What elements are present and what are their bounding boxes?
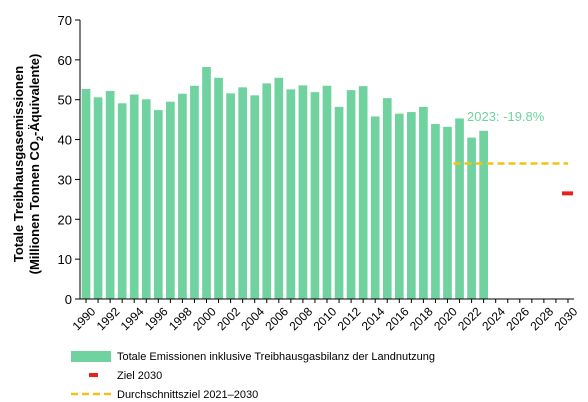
y-tick-label-60: 60 — [58, 53, 72, 68]
annotation-2023: 2023: -19.8% — [467, 109, 545, 124]
x-tick-label-1994: 1994 — [118, 304, 147, 333]
legend-item-target-2030: Ziel 2030 — [89, 370, 162, 382]
bar-2019 — [431, 124, 440, 299]
bar-2003 — [238, 87, 247, 299]
x-tick-label-2020: 2020 — [431, 304, 460, 333]
bar-1999 — [190, 85, 199, 299]
bar-2016 — [394, 113, 404, 300]
bar-2010 — [322, 85, 332, 299]
legend-item-average-target: Durchschnittsziel 2021–2030 — [71, 389, 258, 401]
bar-2013 — [358, 86, 368, 299]
bar-1994 — [129, 94, 139, 299]
y-tick-label-70: 70 — [58, 13, 72, 28]
bar-2015 — [382, 98, 392, 300]
x-tick-label-2022: 2022 — [455, 304, 484, 333]
legend-label-average-target: Durchschnittsziel 2021–2030 — [117, 389, 258, 401]
bar-1990 — [81, 88, 91, 300]
x-tick-label-1996: 1996 — [142, 304, 171, 333]
bar-2021 — [455, 118, 464, 299]
bar-1997 — [166, 101, 175, 299]
bar-2001 — [214, 77, 223, 300]
target-marks — [453, 162, 573, 196]
y-axis-title-line1: Totale Treibhausgasemissionen — [11, 66, 26, 262]
bar-2012 — [346, 90, 356, 299]
y-tick-label-0: 0 — [65, 292, 72, 307]
bar-2020 — [443, 126, 452, 300]
x-tick-label-2006: 2006 — [262, 304, 291, 333]
x-tick-label-2026: 2026 — [503, 304, 532, 333]
x-tick-label-2028: 2028 — [527, 304, 556, 333]
bar-2009 — [310, 92, 320, 300]
bar-1993 — [117, 103, 127, 300]
legend-swatch-target-2030 — [89, 373, 98, 377]
x-tick-label-2024: 2024 — [479, 304, 508, 333]
x-tick-label-2008: 2008 — [286, 304, 315, 333]
x-tick-label-2016: 2016 — [383, 304, 412, 333]
y-axis-ticks: 0 10 20 30 40 50 60 70 — [58, 13, 80, 307]
y-tick-label-50: 50 — [58, 93, 72, 108]
legend: Totale Emissionen inklusive Treibhausgas… — [71, 351, 435, 401]
bar-2022 — [467, 137, 476, 299]
bar-1995 — [141, 99, 151, 300]
bar-2000 — [202, 67, 211, 299]
bar-1996 — [153, 110, 163, 299]
y-tick-label-20: 20 — [58, 212, 72, 227]
y-axis-title-line2-pre: (Millionen Tonnen CO — [27, 141, 42, 274]
x-tick-label-2004: 2004 — [238, 304, 267, 333]
y-tick-label-40: 40 — [58, 133, 72, 148]
y-axis-title-line2: (Millionen Tonnen CO2-Äquivalente) — [27, 54, 45, 275]
bar-2002 — [226, 93, 235, 299]
y-tick-label-10: 10 — [58, 252, 72, 267]
y-axis-title-line2-sub: 2 — [35, 136, 45, 141]
bars — [81, 67, 488, 300]
bar-1991 — [93, 97, 103, 299]
x-tick-label-2018: 2018 — [407, 304, 436, 333]
legend-label-target-2030: Ziel 2030 — [117, 370, 162, 382]
bar-2017 — [407, 112, 416, 299]
x-tick-label-1992: 1992 — [94, 304, 123, 333]
x-axis-ticks: 1990199219941996199820002002200420062008… — [70, 299, 581, 333]
y-tick-label-30: 30 — [58, 172, 72, 187]
x-tick-label-1990: 1990 — [70, 304, 99, 333]
bar-2023 — [479, 130, 488, 299]
x-tick-label-2012: 2012 — [335, 304, 364, 333]
legend-label-emissions: Totale Emissionen inklusive Treibhausgas… — [117, 351, 435, 363]
x-tick-label-2000: 2000 — [190, 304, 219, 333]
bar-1992 — [105, 90, 115, 300]
legend-item-emissions: Totale Emissionen inklusive Treibhausgas… — [71, 351, 435, 363]
bar-2005 — [262, 83, 272, 299]
bar-2018 — [419, 106, 428, 299]
y-axis-title: Totale Treibhausgasemissionen (Millionen… — [11, 54, 45, 275]
bar-2004 — [250, 95, 260, 299]
x-tick-label-2010: 2010 — [311, 304, 340, 333]
bar-2011 — [334, 106, 344, 299]
legend-swatch-emissions — [71, 351, 111, 362]
bar-2008 — [298, 85, 308, 299]
x-tick-label-1998: 1998 — [166, 304, 195, 333]
x-tick-label-2002: 2002 — [214, 304, 243, 333]
bar-1998 — [178, 93, 187, 299]
x-tick-label-2014: 2014 — [359, 304, 388, 333]
x-tick-label-2030: 2030 — [552, 304, 581, 333]
y-axis-title-line2-post: -Äquivalente) — [27, 54, 42, 136]
bar-2014 — [370, 116, 380, 299]
bar-2007 — [286, 89, 296, 299]
bar-2006 — [274, 77, 284, 300]
